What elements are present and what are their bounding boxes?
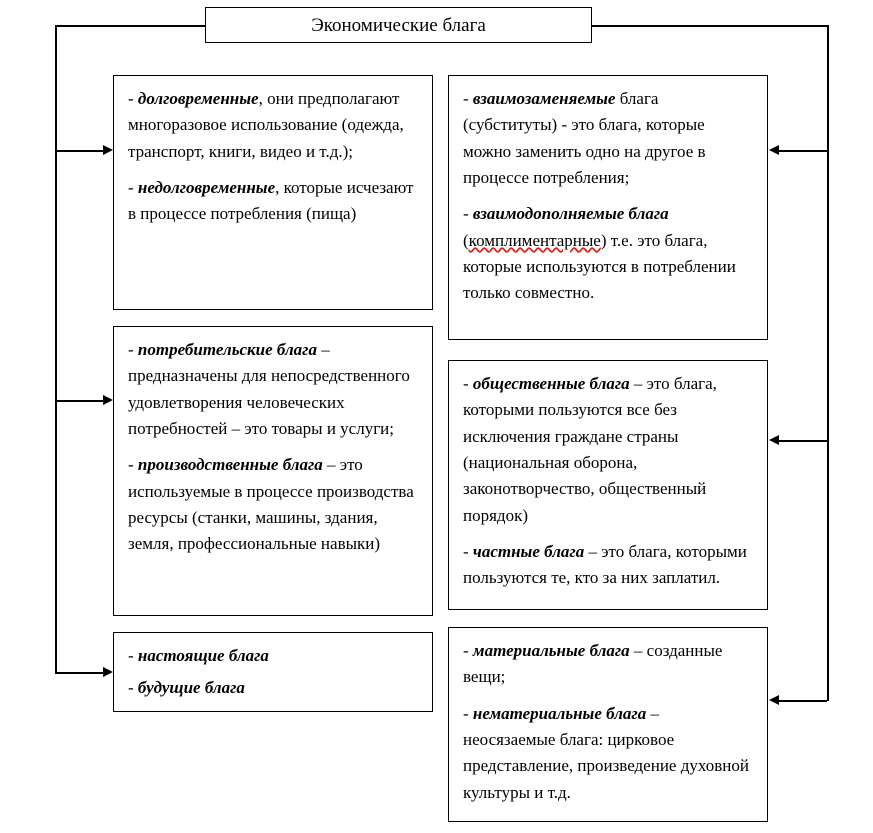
text-paragraph: - настоящие блага: [128, 643, 418, 669]
prefix-text: -: [128, 178, 138, 197]
text-paragraph: - производственные блага – это используе…: [128, 452, 418, 557]
after-text: – это блага, которыми пользуются все без…: [463, 374, 717, 525]
connector-line: [55, 150, 103, 152]
arrowhead-icon: [103, 667, 113, 677]
term-text: настоящие блага: [138, 646, 269, 665]
text-paragraph: - общественные блага – это блага, которы…: [463, 371, 753, 529]
term-text: потребительские блага: [138, 340, 317, 359]
prefix-text: -: [463, 542, 473, 561]
text-paragraph: - долговременные, они предполагают много…: [128, 86, 418, 165]
text-paragraph: - нематериальные блага – неосязаемые бла…: [463, 701, 753, 806]
prefix-text: -: [463, 374, 473, 393]
title-text: Экономические блага: [311, 15, 486, 36]
term-text: будущие блага: [138, 678, 245, 697]
connector-line: [55, 672, 103, 674]
connector-line: [55, 25, 57, 672]
box-durable-goods: - долговременные, они предполагают много…: [113, 75, 433, 310]
box-consumer-production-goods: - потребительские блага – предназначены …: [113, 326, 433, 616]
connector-line: [779, 150, 827, 152]
text-paragraph: - взаимозаменяемые блага (субституты) - …: [463, 86, 753, 191]
connector-line: [592, 25, 827, 27]
arrowhead-icon: [769, 145, 779, 155]
text-paragraph: - частные блага – это блага, которыми по…: [463, 539, 753, 592]
prefix-text: -: [128, 646, 138, 665]
box-public-private-goods: - общественные блага – это блага, которы…: [448, 360, 768, 610]
extra-term-text: комплиментарные: [469, 231, 601, 250]
prefix-text: -: [463, 641, 473, 660]
text-paragraph: - материальные блага – созданные вещи;: [463, 638, 753, 691]
text-paragraph: - потребительские блага – предназначены …: [128, 337, 418, 442]
connector-line: [779, 700, 827, 702]
prefix-text: -: [128, 678, 138, 697]
term-text: недолговременные: [138, 178, 275, 197]
connector-line: [55, 25, 205, 27]
term-text: взаимодополняемые блага: [473, 204, 669, 223]
diagram-title: Экономические блага: [205, 7, 592, 43]
text-paragraph: - взаимодополняемые блага (комплиментарн…: [463, 201, 753, 306]
term-text: взаимозаменяемые: [473, 89, 616, 108]
prefix-text: -: [463, 704, 473, 723]
arrowhead-icon: [103, 395, 113, 405]
term-text: производственные блага: [138, 455, 323, 474]
box-present-future-goods: - настоящие блага- будущие блага: [113, 632, 433, 712]
prefix-text: -: [463, 89, 473, 108]
box-substitute-complement-goods: - взаимозаменяемые блага (субституты) - …: [448, 75, 768, 340]
term-text: долговременные: [138, 89, 259, 108]
connector-line: [779, 440, 827, 442]
connector-line: [55, 400, 103, 402]
arrowhead-icon: [769, 695, 779, 705]
arrowhead-icon: [103, 145, 113, 155]
term-text: нематериальные блага: [473, 704, 646, 723]
term-text: частные блага: [473, 542, 584, 561]
box-material-immaterial-goods: - материальные блага – созданные вещи; - …: [448, 627, 768, 822]
term-text: материальные блага: [473, 641, 630, 660]
prefix-text: -: [128, 340, 138, 359]
text-paragraph: - будущие блага: [128, 675, 418, 701]
arrowhead-icon: [769, 435, 779, 445]
prefix-text: -: [128, 455, 138, 474]
text-paragraph: - недолговременные, которые исчезают в п…: [128, 175, 418, 228]
prefix-text: -: [128, 89, 138, 108]
term-text: общественные блага: [473, 374, 630, 393]
prefix-text: -: [463, 204, 473, 223]
connector-line: [827, 25, 829, 701]
